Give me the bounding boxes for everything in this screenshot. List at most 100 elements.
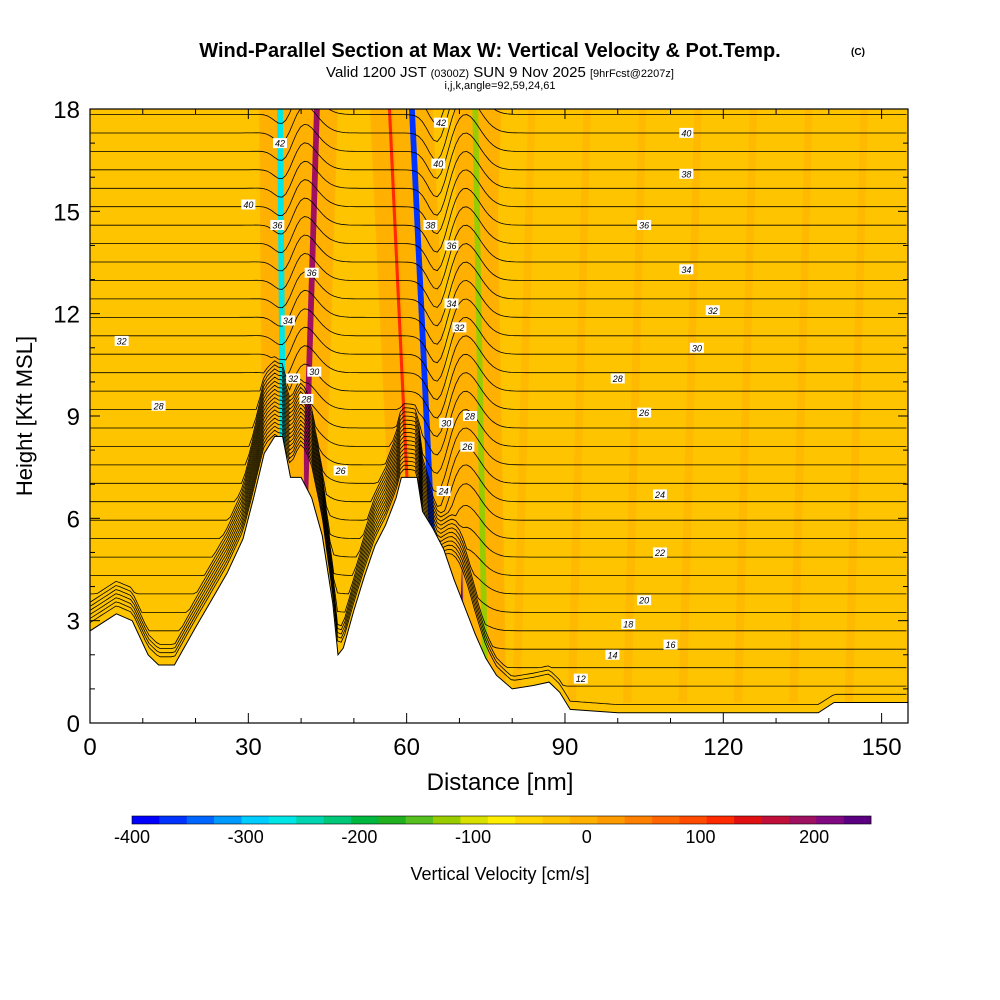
colorbar-swatch bbox=[515, 816, 543, 824]
theta-contour bbox=[90, 433, 907, 705]
colorbar-swatch bbox=[132, 816, 160, 824]
copyright-mark: (C) bbox=[851, 47, 865, 58]
contour-label: 26 bbox=[637, 407, 652, 418]
theta-contour bbox=[90, 368, 907, 437]
svg-text:26: 26 bbox=[461, 442, 472, 452]
theta-contour bbox=[90, 316, 907, 382]
contour-label: 24 bbox=[436, 486, 451, 497]
velocity-core bbox=[472, 109, 489, 723]
svg-text:26: 26 bbox=[638, 408, 649, 418]
contour-label: 28 bbox=[462, 411, 477, 422]
colorbar-swatch bbox=[652, 816, 680, 824]
contour-label: 32 bbox=[705, 305, 720, 316]
colorbar-swatch bbox=[241, 816, 270, 824]
colorbar-swatch bbox=[542, 816, 571, 824]
contour-label: 36 bbox=[304, 267, 319, 278]
svg-text:32: 32 bbox=[454, 323, 464, 333]
utc-time: (0300Z) bbox=[431, 68, 470, 80]
contour-label: 24 bbox=[652, 489, 667, 500]
section-params: i,j,k,angle=92,59,24,61 bbox=[444, 80, 555, 92]
contour-label: 26 bbox=[460, 441, 475, 452]
theta-contour bbox=[90, 409, 907, 595]
forecast-info: [9hrFcst@2207z] bbox=[590, 68, 674, 80]
y-tick-label: 15 bbox=[53, 199, 80, 226]
colorbar-swatch bbox=[734, 816, 762, 824]
theta-contour bbox=[90, 393, 907, 521]
contour-label: 32 bbox=[286, 373, 301, 384]
theta-contour bbox=[90, 405, 907, 576]
colorbar-tick-label: -200 bbox=[341, 827, 377, 847]
colorbar-swatch bbox=[350, 816, 379, 824]
svg-text:30: 30 bbox=[441, 418, 451, 428]
contour-label: 12 bbox=[573, 673, 588, 684]
colorbar-swatch bbox=[679, 816, 708, 824]
theta-contour bbox=[90, 384, 907, 507]
colorbar-swatch bbox=[159, 816, 188, 824]
colorbar-tick-label: 0 bbox=[582, 827, 592, 847]
colorbar-tick-label: 200 bbox=[799, 827, 829, 847]
svg-text:28: 28 bbox=[300, 394, 311, 404]
theta-contour bbox=[90, 298, 907, 364]
y-tick-label: 12 bbox=[53, 302, 80, 329]
colorbar-swatch bbox=[597, 816, 625, 824]
x-tick-label: 0 bbox=[83, 734, 96, 761]
svg-text:34: 34 bbox=[446, 299, 456, 309]
contour-label: 32 bbox=[452, 322, 467, 333]
contour-label: 38 bbox=[423, 219, 438, 230]
theta-contour bbox=[90, 109, 907, 161]
theta-contour bbox=[90, 372, 907, 456]
svg-text:38: 38 bbox=[425, 220, 435, 230]
contour-label: 30 bbox=[439, 417, 454, 428]
theta-contour bbox=[90, 388, 907, 514]
y-tick-label: 0 bbox=[67, 711, 80, 738]
svg-text:16: 16 bbox=[666, 640, 676, 650]
svg-text:30: 30 bbox=[692, 343, 702, 353]
svg-text:20: 20 bbox=[638, 596, 649, 606]
svg-text:40: 40 bbox=[681, 128, 691, 138]
contour-label: 22 bbox=[652, 547, 667, 558]
svg-text:38: 38 bbox=[681, 169, 691, 179]
y-axis-label: Height [Kft MSL] bbox=[12, 336, 37, 496]
theta-contour bbox=[90, 243, 907, 308]
colorbar-swatch bbox=[569, 816, 598, 824]
svg-text:26: 26 bbox=[335, 466, 346, 476]
colorbar: -400 -300 -200 -100 0 100 200 bbox=[114, 815, 872, 847]
colorbar-swatch bbox=[405, 816, 434, 824]
svg-text:36: 36 bbox=[446, 241, 456, 251]
contour-label: 30 bbox=[689, 342, 704, 353]
svg-text:42: 42 bbox=[275, 139, 285, 149]
contour-label: 28 bbox=[151, 400, 166, 411]
theta-contour bbox=[90, 353, 907, 419]
colorbar-swatch bbox=[788, 816, 817, 824]
contour-label: 36 bbox=[637, 219, 652, 230]
x-tick-label: 60 bbox=[393, 734, 420, 761]
svg-text:14: 14 bbox=[607, 650, 617, 660]
y-tick-label: 6 bbox=[67, 506, 80, 533]
colorbar-label: Vertical Velocity [cm/s] bbox=[410, 864, 589, 884]
x-tick-label: 30 bbox=[235, 734, 262, 761]
theta-contour bbox=[90, 380, 907, 493]
contour-label: 34 bbox=[280, 315, 295, 326]
colorbar-swatch bbox=[214, 816, 242, 824]
contour-label: 16 bbox=[663, 639, 678, 650]
contour-label: 40 bbox=[431, 158, 446, 169]
colorbar-tick-label: -300 bbox=[228, 827, 264, 847]
svg-text:28: 28 bbox=[612, 374, 623, 384]
colorbar-tick-label: 100 bbox=[685, 827, 715, 847]
theta-contour bbox=[90, 114, 907, 179]
chart-subtitle: Valid 1200 JST (0300Z) SUN 9 Nov 2025 [9… bbox=[326, 64, 674, 81]
velocity-speckle bbox=[678, 109, 702, 703]
colorbar-swatch bbox=[706, 816, 735, 824]
colorbar-swatch bbox=[761, 816, 790, 824]
x-tick-label: 120 bbox=[703, 734, 743, 761]
contour-label: 28 bbox=[610, 373, 625, 384]
theta-contour bbox=[90, 169, 907, 235]
potential-temperature-contours bbox=[90, 109, 907, 705]
contour-label: 36 bbox=[270, 219, 285, 230]
colorbar-swatch bbox=[296, 816, 324, 824]
theta-contour bbox=[90, 376, 907, 474]
contour-label: 40 bbox=[679, 127, 694, 138]
contour-label: 42 bbox=[272, 138, 287, 149]
